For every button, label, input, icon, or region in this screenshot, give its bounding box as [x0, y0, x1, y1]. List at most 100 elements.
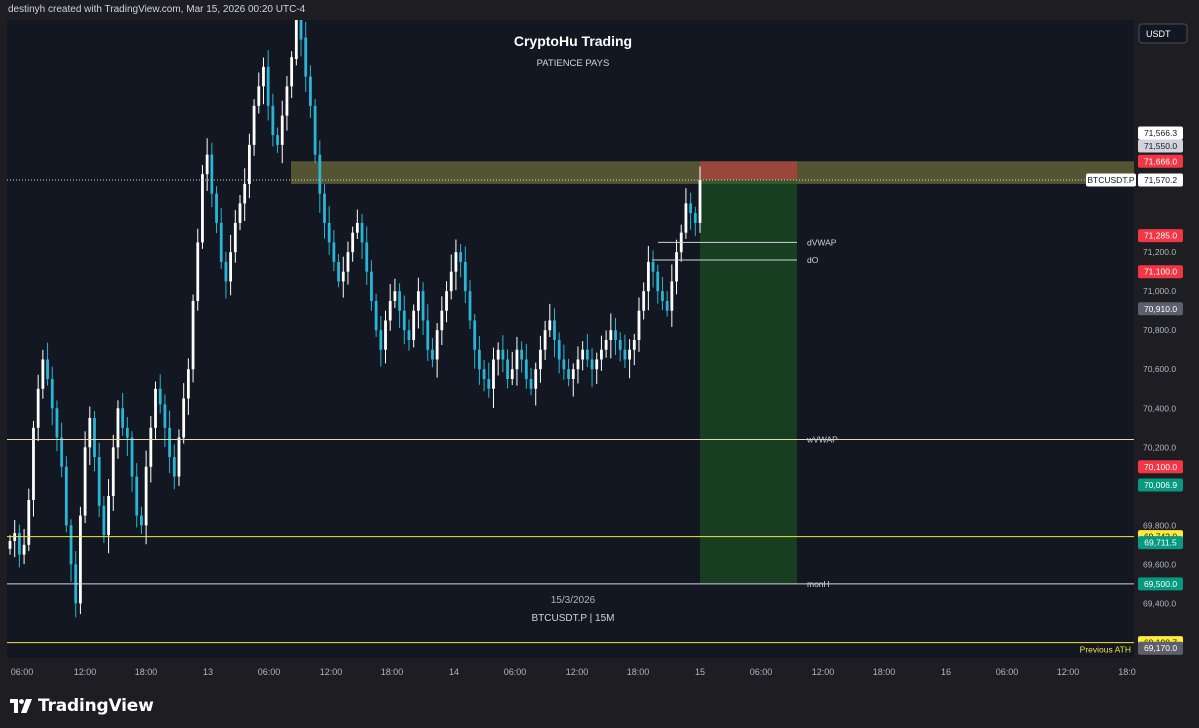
candle-body — [79, 515, 82, 604]
candle-body — [534, 369, 538, 389]
candle-body — [8, 540, 12, 549]
candle-body — [496, 349, 500, 360]
candle-body — [463, 261, 467, 292]
candle-body — [487, 378, 491, 389]
candle-body — [121, 408, 125, 428]
candle-body — [64, 466, 68, 526]
candle-body — [271, 105, 275, 136]
date-watermark: 15/3/2026 — [551, 595, 596, 606]
price-tag-label: 71,566.3 — [1144, 128, 1177, 138]
candle-body — [412, 310, 416, 340]
level-label-previous-ath: Previous ATH — [1080, 645, 1131, 655]
candle-body — [60, 437, 64, 467]
candle-body — [158, 388, 162, 405]
candle-body — [665, 300, 669, 311]
footer-bar: TradingView — [0, 688, 1199, 728]
price-tag — [1138, 302, 1183, 316]
price-tag-label: 69,711.5 — [1144, 538, 1177, 548]
price-axis[interactable]: 71,800.071,200.071,000.070,800.070,600.0… — [1086, 126, 1183, 655]
price-tag — [1138, 478, 1183, 492]
candle-body — [210, 154, 214, 194]
tradingview-icon — [10, 699, 32, 713]
price-tick-label: 69,400.0 — [1143, 598, 1176, 608]
price-tag-label: 69,500.0 — [1144, 579, 1177, 589]
candle-body — [285, 86, 289, 116]
candle-body — [229, 252, 233, 282]
candle-body — [360, 222, 364, 243]
time-tick-label: 16 — [941, 667, 951, 677]
candle-body — [168, 427, 171, 458]
candle-body — [365, 242, 369, 272]
candle-body — [224, 261, 228, 282]
time-tick-label: 12:00 — [1057, 667, 1080, 677]
candle-body — [97, 457, 101, 506]
candle-body — [454, 252, 458, 272]
candle-body — [670, 281, 674, 311]
candle-body — [149, 427, 153, 467]
time-tick-label: 14 — [449, 667, 459, 677]
symbol-tag — [1086, 173, 1136, 187]
candle-body — [337, 261, 340, 282]
candle-body — [604, 339, 608, 350]
candle-body — [355, 222, 359, 233]
candle-body — [529, 378, 533, 389]
candle-body — [585, 349, 589, 360]
time-axis[interactable]: 06:00 12:00 18:00 13 06:00 12:00 18:00 14 06:00 1… — [11, 667, 1136, 677]
time-tick-label: 18:00 — [135, 667, 158, 677]
time-tick-label: 06:00 — [11, 667, 34, 677]
candle-body — [196, 242, 200, 301]
candle-body — [102, 505, 106, 536]
level-label-monh: monH — [807, 579, 830, 589]
price-tick-label: 71,200.0 — [1143, 247, 1176, 257]
candle-body — [548, 320, 552, 331]
candle-body — [163, 404, 167, 428]
candle-body — [93, 418, 96, 458]
candle-body — [459, 252, 463, 262]
candle-body — [515, 349, 519, 370]
candle-body — [299, 20, 303, 40]
candle-body — [46, 359, 49, 379]
candle-body — [506, 359, 509, 379]
candle-body — [252, 105, 256, 145]
candle-body — [323, 193, 326, 223]
tradingview-logo[interactable]: TradingView — [10, 696, 154, 716]
candle-body — [135, 476, 139, 516]
candle-body — [191, 300, 195, 370]
candle-body — [571, 369, 575, 379]
candle-body — [562, 359, 566, 370]
candle-body — [182, 398, 186, 438]
price-tag-label: 69,170.0 — [1144, 643, 1177, 653]
candle-body — [407, 330, 411, 340]
candle-body — [628, 349, 631, 360]
candle-body — [83, 447, 87, 516]
candle-body — [219, 222, 223, 262]
candle-body — [50, 378, 54, 409]
candle-body — [280, 115, 284, 145]
candle-body — [294, 20, 298, 60]
candle-body — [290, 57, 294, 87]
price-tag — [1138, 460, 1183, 474]
time-tick-label: 18:0 — [1118, 667, 1136, 677]
candle-body — [402, 310, 406, 331]
candle-body — [172, 457, 176, 477]
price-tag — [1138, 641, 1183, 655]
candle-body — [17, 533, 21, 555]
currency-button[interactable]: USDT — [1138, 23, 1188, 44]
candle-body — [332, 242, 336, 262]
price-tick-label: 70,800.0 — [1143, 325, 1176, 335]
candle-body — [693, 213, 697, 223]
candle-body — [435, 330, 439, 360]
candle-body — [379, 330, 383, 350]
price-tick-label: 71,000.0 — [1143, 286, 1176, 296]
price-tag-label: 70,910.0 — [1144, 304, 1177, 314]
candle-body — [684, 203, 688, 233]
candle-body — [524, 359, 528, 379]
candle-body — [473, 320, 477, 350]
candle-body — [393, 291, 397, 301]
candles-layer — [8, 20, 702, 618]
price-tag-label: 70,006.9 — [1144, 480, 1177, 490]
candle-body — [477, 349, 481, 370]
candle-body — [341, 271, 345, 282]
candle-body — [398, 291, 401, 311]
